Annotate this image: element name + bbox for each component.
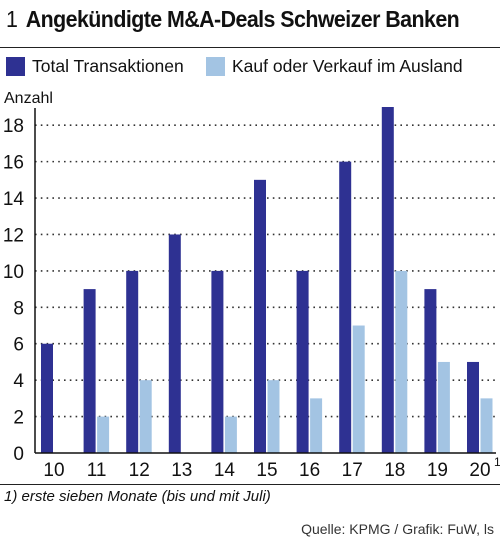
legend-label-total: Total Transaktionen	[32, 56, 184, 76]
bar-total-15	[254, 179, 266, 453]
legend-swatch-total	[6, 57, 25, 76]
footnote: 1) erste sieben Monate (bis und mit Juli…	[4, 488, 271, 505]
x-tick-label: 17	[342, 460, 363, 481]
y-tick-label: 10	[3, 262, 24, 283]
bar-ausland-20	[480, 398, 493, 453]
y-tick-label: 4	[13, 371, 24, 392]
bars	[41, 107, 493, 453]
y-tick-label: 14	[3, 189, 25, 210]
x-tick-label: 13	[171, 460, 192, 481]
y-tick-label: 16	[3, 153, 24, 174]
bar-ausland-17	[352, 325, 365, 453]
bar-total-16	[296, 270, 309, 453]
footnote-rule	[0, 484, 500, 485]
bar-total-17	[339, 161, 352, 453]
y-axis-label: Anzahl	[4, 90, 53, 107]
x-tick-label: 10	[43, 460, 64, 481]
source-credit: Quelle: KPMG / Grafik: FuW, ls	[301, 521, 494, 537]
y-tick-label: 8	[13, 298, 24, 319]
grid-lines	[35, 124, 496, 418]
bar-ausland-14	[224, 416, 237, 453]
y-tick-label: 2	[13, 408, 24, 429]
bar-ausland-12	[139, 380, 152, 453]
x-tick-footnote-marker: 1	[494, 455, 500, 469]
bar-ausland-19	[437, 361, 450, 453]
legend: Total Transaktionen Kauf oder Verkauf im…	[0, 56, 500, 82]
tick-labels: 0 2 4 6 8 10 12 14 16 18 10 11 12 13 14 15 16 17 18 19 20 1	[3, 116, 500, 481]
chart-number: 1	[6, 6, 18, 32]
x-tick-label: 16	[299, 460, 320, 481]
bar-total-10	[41, 343, 53, 453]
x-tick-label: 11	[87, 460, 107, 481]
bar-total-18	[381, 107, 394, 453]
x-tick-label: 12	[129, 460, 150, 481]
bar-total-19	[424, 289, 437, 453]
y-tick-label: 6	[13, 335, 24, 356]
bar-total-12	[126, 270, 139, 453]
y-tick-label: 18	[3, 116, 24, 137]
bar-total-11	[83, 289, 96, 453]
x-tick-label: 15	[256, 460, 277, 481]
bar-total-13	[168, 234, 181, 453]
axes	[34, 108, 496, 454]
y-tick-label: 0	[13, 444, 24, 465]
bar-chart: 0 2 4 6 8 10 12 14 16 18 10 11 12 13 14 15 16 17 18 19 20 1	[3, 107, 500, 481]
chart-title-text: Angekündigte M&A-Deals Schweizer Banken	[25, 6, 460, 32]
y-tick-label: 12	[3, 225, 24, 246]
bar-ausland-16	[310, 398, 323, 453]
bar-ausland-11	[97, 416, 110, 453]
bar-ausland-18	[395, 270, 408, 453]
title-rule	[0, 47, 500, 48]
x-tick-label: 19	[427, 460, 448, 481]
bar-total-14	[211, 270, 224, 453]
bar-total-20	[467, 361, 479, 453]
x-tick-label: 18	[384, 460, 405, 481]
legend-item-total: Total Transaktionen	[6, 56, 184, 77]
legend-swatch-ausland	[206, 57, 225, 76]
legend-label-ausland: Kauf oder Verkauf im Ausland	[232, 56, 463, 76]
x-tick-label: 14	[214, 460, 236, 481]
bar-ausland-15	[267, 380, 280, 453]
x-tick-label: 20	[469, 460, 490, 481]
legend-item-ausland: Kauf oder Verkauf im Ausland	[206, 56, 463, 77]
chart-title: 1 Angekündigte M&A-Deals Schweizer Banken	[6, 6, 460, 33]
